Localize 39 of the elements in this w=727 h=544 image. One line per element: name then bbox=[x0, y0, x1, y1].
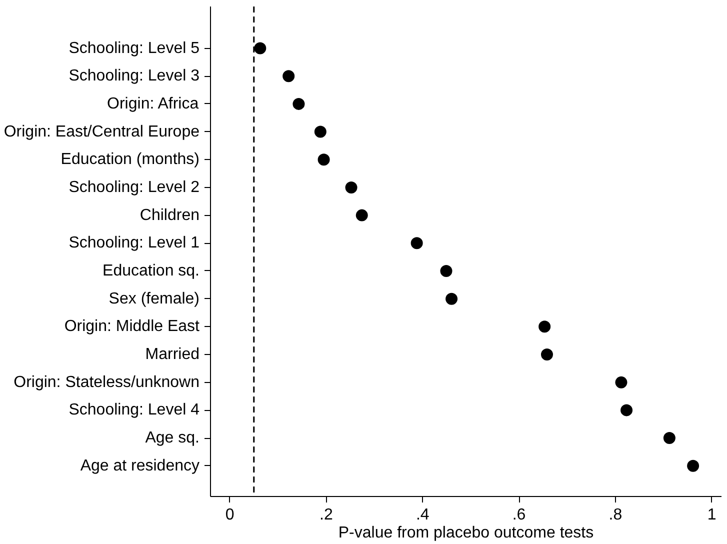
x-tick-label: 0 bbox=[225, 506, 234, 524]
point bbox=[540, 348, 553, 360]
point bbox=[356, 209, 368, 222]
y-tick-label: Age at residency bbox=[80, 457, 200, 474]
point bbox=[620, 404, 633, 416]
x-tick-label: .6 bbox=[512, 506, 526, 524]
y-tick-label: Schooling: Level 1 bbox=[68, 234, 200, 252]
x-axis-title: P-value from placebo outcome tests bbox=[338, 524, 594, 542]
y-tick-label: Age sq. bbox=[145, 430, 200, 447]
x-tick-label: .4 bbox=[416, 506, 430, 524]
point bbox=[314, 126, 326, 138]
y-tick-label: Education sq. bbox=[102, 262, 200, 280]
y-tick-label: Origin: East/Central Europe bbox=[4, 123, 200, 140]
point bbox=[663, 432, 676, 444]
point bbox=[345, 181, 358, 194]
y-tick-label: Schooling: Level 3 bbox=[68, 68, 200, 85]
y-tick-label: Married bbox=[145, 346, 200, 364]
point bbox=[282, 70, 295, 82]
y-tick-label: Children bbox=[140, 206, 200, 224]
y-tick-label: Origin: Middle East bbox=[64, 318, 200, 336]
y-tick-label: Education (months) bbox=[60, 151, 200, 168]
y-tick-label: Schooling: Level 4 bbox=[68, 402, 200, 419]
x-tick-label: .8 bbox=[608, 506, 622, 524]
x-tick-label: 1 bbox=[707, 506, 716, 524]
point bbox=[446, 292, 458, 305]
point bbox=[615, 376, 628, 388]
y-tick-label: Schooling: Level 2 bbox=[68, 178, 200, 196]
point bbox=[410, 237, 423, 250]
point bbox=[687, 460, 700, 472]
point bbox=[440, 265, 452, 277]
x-tick-label: .2 bbox=[320, 506, 333, 524]
point bbox=[318, 154, 330, 166]
y-tick-label: Origin: Stateless/unknown bbox=[14, 374, 200, 391]
point bbox=[538, 320, 551, 333]
y-tick-label: Schooling: Level 5 bbox=[68, 40, 200, 57]
point bbox=[292, 98, 305, 110]
y-tick-label: Origin: Africa bbox=[107, 95, 199, 112]
point bbox=[254, 42, 266, 54]
y-tick-label: Sex (female) bbox=[108, 290, 200, 308]
